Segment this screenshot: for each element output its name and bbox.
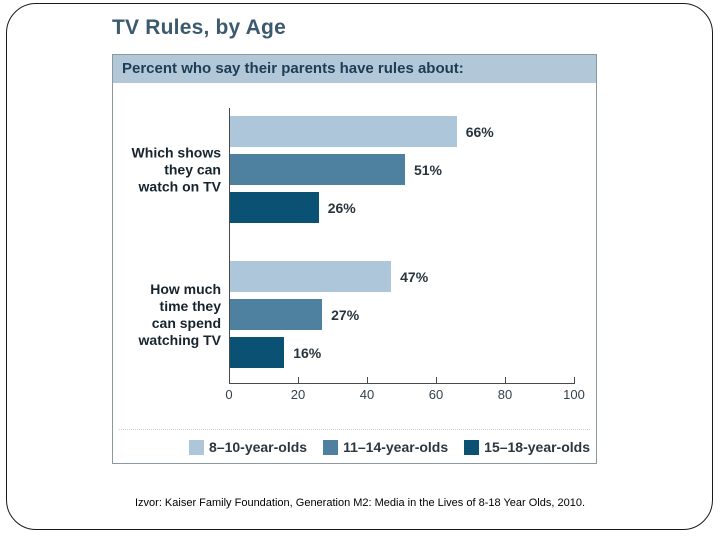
legend-label: 8–10-year-olds — [209, 439, 308, 455]
legend-swatch — [189, 439, 205, 455]
legend-item: 11–14-year-olds — [323, 439, 448, 455]
bar — [229, 299, 323, 330]
value-axis-line — [229, 383, 575, 384]
bar — [229, 192, 319, 223]
plot-area: Which shows they can watch on TV 66% 51% 26% H… — [113, 83, 596, 415]
axis-tick — [505, 377, 506, 383]
legend: 8–10-year-olds 11–14-year-olds 15–18-year-… — [119, 429, 590, 455]
legend-label: 11–14-year-olds — [343, 439, 449, 455]
legend-swatch — [464, 439, 480, 455]
bar — [229, 116, 457, 147]
source-citation: Izvor: Kaiser Family Foundation, Generat… — [134, 497, 586, 509]
axis-tick-label: 60 — [428, 387, 444, 402]
axis-tick-label: 40 — [359, 387, 375, 402]
legend-item: 8–10-year-olds — [189, 439, 307, 455]
bar — [229, 261, 392, 292]
axis-tick-label: 100 — [563, 387, 585, 402]
axis-tick — [298, 377, 299, 383]
chart-panel: Percent who say their parents have rules… — [112, 54, 597, 464]
bar — [229, 337, 285, 368]
bar-value-label: 26% — [327, 199, 356, 216]
bar-value-label: 16% — [293, 344, 322, 361]
bar-value-label: 47% — [400, 268, 429, 285]
bar-value-label: 66% — [465, 123, 494, 140]
category-label: Which shows they can watch on TV — [131, 144, 221, 194]
axis-tick — [574, 377, 575, 383]
category-axis-line — [229, 108, 230, 384]
axis-tick-label: 0 — [225, 387, 233, 402]
category-label: How much time they can spend watching TV — [138, 280, 221, 348]
legend-swatch — [323, 439, 339, 455]
bar-value-label: 51% — [413, 161, 442, 178]
chart-subtitle: Percent who say their parents have rules… — [113, 55, 596, 83]
legend-item: 15–18-year-olds — [464, 439, 590, 455]
legend-label: 15–18-year-olds — [484, 439, 590, 455]
bar — [229, 154, 405, 185]
bar-value-label: 27% — [331, 306, 360, 323]
axis-tick-label: 20 — [290, 387, 306, 402]
axis-tick — [436, 377, 437, 383]
page-title: TV Rules, by Age — [112, 16, 286, 39]
axis-tick — [367, 377, 368, 383]
axis-tick-label: 80 — [497, 387, 513, 402]
